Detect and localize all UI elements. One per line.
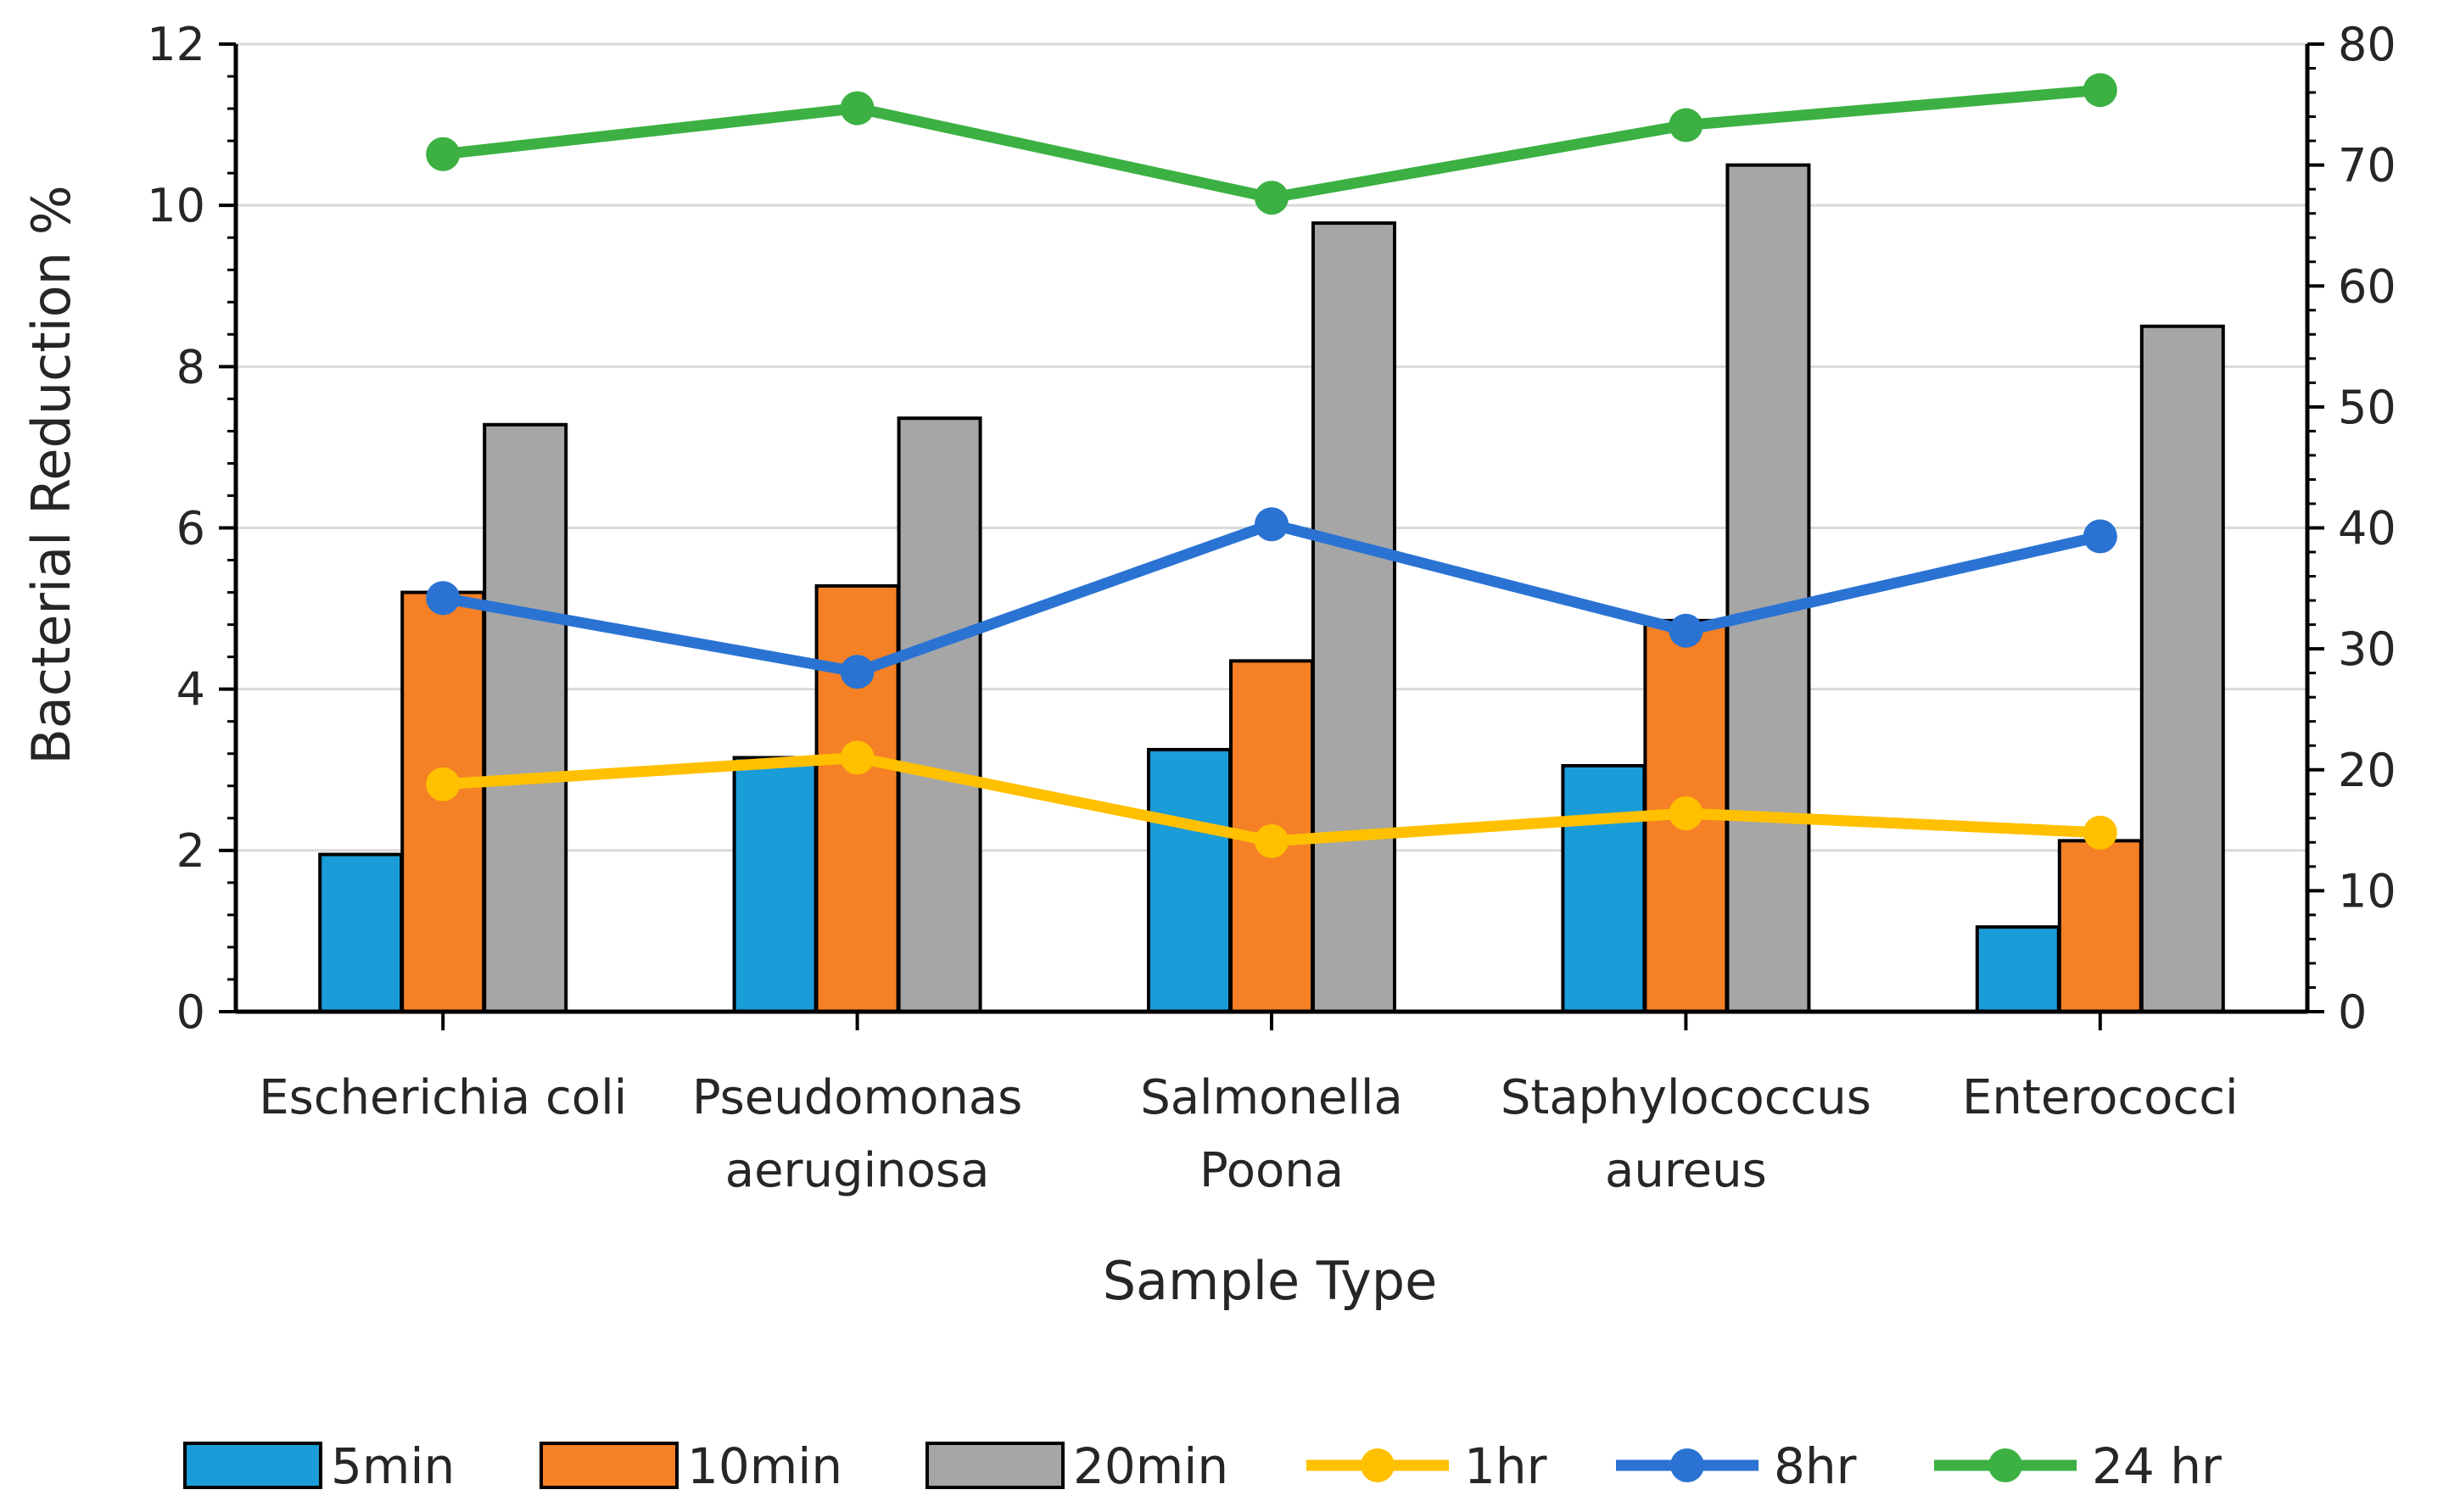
x-tick-label: Enterococci [1962, 1070, 2239, 1125]
point-1hr [1255, 823, 1289, 858]
bar-5min [732, 756, 818, 1013]
bars [318, 163, 2225, 1014]
legend-label-20min: 20min [1073, 1437, 1228, 1495]
legend-swatch-10min [540, 1442, 679, 1489]
x-tick-label: aeruginosa [725, 1143, 990, 1198]
legend-swatch-20min [925, 1442, 1065, 1489]
y2-tick-label: 40 [2338, 502, 2396, 555]
x-axis-title: Sample Type [1103, 1250, 1438, 1312]
bar-10min [400, 590, 486, 1013]
y2-tick-label: 20 [2338, 744, 2396, 797]
x-tick-label: aureus [1605, 1143, 1767, 1198]
y-tick-label: 2 [176, 824, 205, 878]
bar-5min [1561, 763, 1647, 1014]
point-8hr [1255, 507, 1289, 542]
x-tick-label: Salmonella [1140, 1070, 1403, 1125]
y2-tick-label: 10 [2338, 864, 2396, 918]
legend: 5min 10min 20min 1hr 8hr 24 hr [183, 1437, 2222, 1495]
bar-5min [318, 852, 404, 1014]
bar-20min [483, 422, 568, 1013]
bar-5min [1147, 747, 1232, 1014]
bar-10min [814, 583, 900, 1014]
legend-swatch-5min [183, 1442, 322, 1489]
y-tick-label: 0 [176, 985, 205, 1039]
legend-label-1hr: 1hr [1464, 1437, 1547, 1495]
legend-label-5min: 5min [331, 1437, 455, 1495]
y-tick-label: 8 [176, 340, 205, 393]
x-tick-label: Escherichia coli [259, 1070, 627, 1125]
point-1hr [840, 740, 875, 775]
y-tick-label: 10 [147, 179, 205, 232]
point-8hr [1669, 613, 1703, 648]
point-24-hr [1255, 181, 1289, 215]
point-8hr [426, 581, 461, 616]
point-24-hr [426, 137, 461, 171]
y-tick-label: 12 [147, 18, 205, 71]
legend-marker-24-hr [1988, 1448, 2022, 1482]
bar-20min [2139, 324, 2225, 1013]
legend-label-24-hr: 24 hr [2092, 1437, 2222, 1495]
point-8hr [840, 655, 875, 689]
legend-label-10min: 10min [687, 1437, 842, 1495]
legend-marker-1hr [1361, 1448, 1395, 1482]
y2-tick-label: 70 [2338, 139, 2396, 192]
bar-20min [1311, 221, 1396, 1013]
point-1hr [2083, 815, 2117, 850]
point-24-hr [2083, 73, 2117, 108]
y-tick-label: 6 [176, 502, 205, 555]
x-tick-label: Pseudomonas [692, 1070, 1023, 1125]
y2-tick-label: 50 [2338, 381, 2396, 434]
point-24-hr [840, 91, 875, 126]
y2-tick-label: 60 [2338, 259, 2396, 313]
y-tick-label: 4 [176, 663, 205, 717]
y2-tick-label: 80 [2338, 18, 2396, 71]
labels: 0 2 4 6 8 10 12 0 10 20 30 40 50 60 70 80 Escherichia co… [147, 18, 2396, 1198]
y-axis-title: Bacterial Reduction % [20, 185, 82, 764]
point-24-hr [1669, 108, 1703, 142]
y2-tick-label: 30 [2338, 622, 2396, 676]
point-8hr [2083, 519, 2117, 554]
bar-10min [2057, 839, 2143, 1013]
legend-marker-8hr [1670, 1448, 1704, 1482]
x-tick-label: Poona [1199, 1143, 1344, 1198]
axes [219, 42, 2324, 1030]
x-tick-label: Staphylococcus [1501, 1070, 1871, 1125]
point-1hr [426, 767, 461, 801]
y2-tick-label: 0 [2338, 985, 2367, 1039]
legend-label-8hr: 8hr [1774, 1437, 1857, 1495]
bar-5min [1975, 925, 2060, 1013]
point-1hr [1669, 796, 1703, 831]
bar-20min [1725, 163, 1811, 1013]
bar-20min [897, 416, 982, 1014]
line-series [426, 73, 2117, 858]
